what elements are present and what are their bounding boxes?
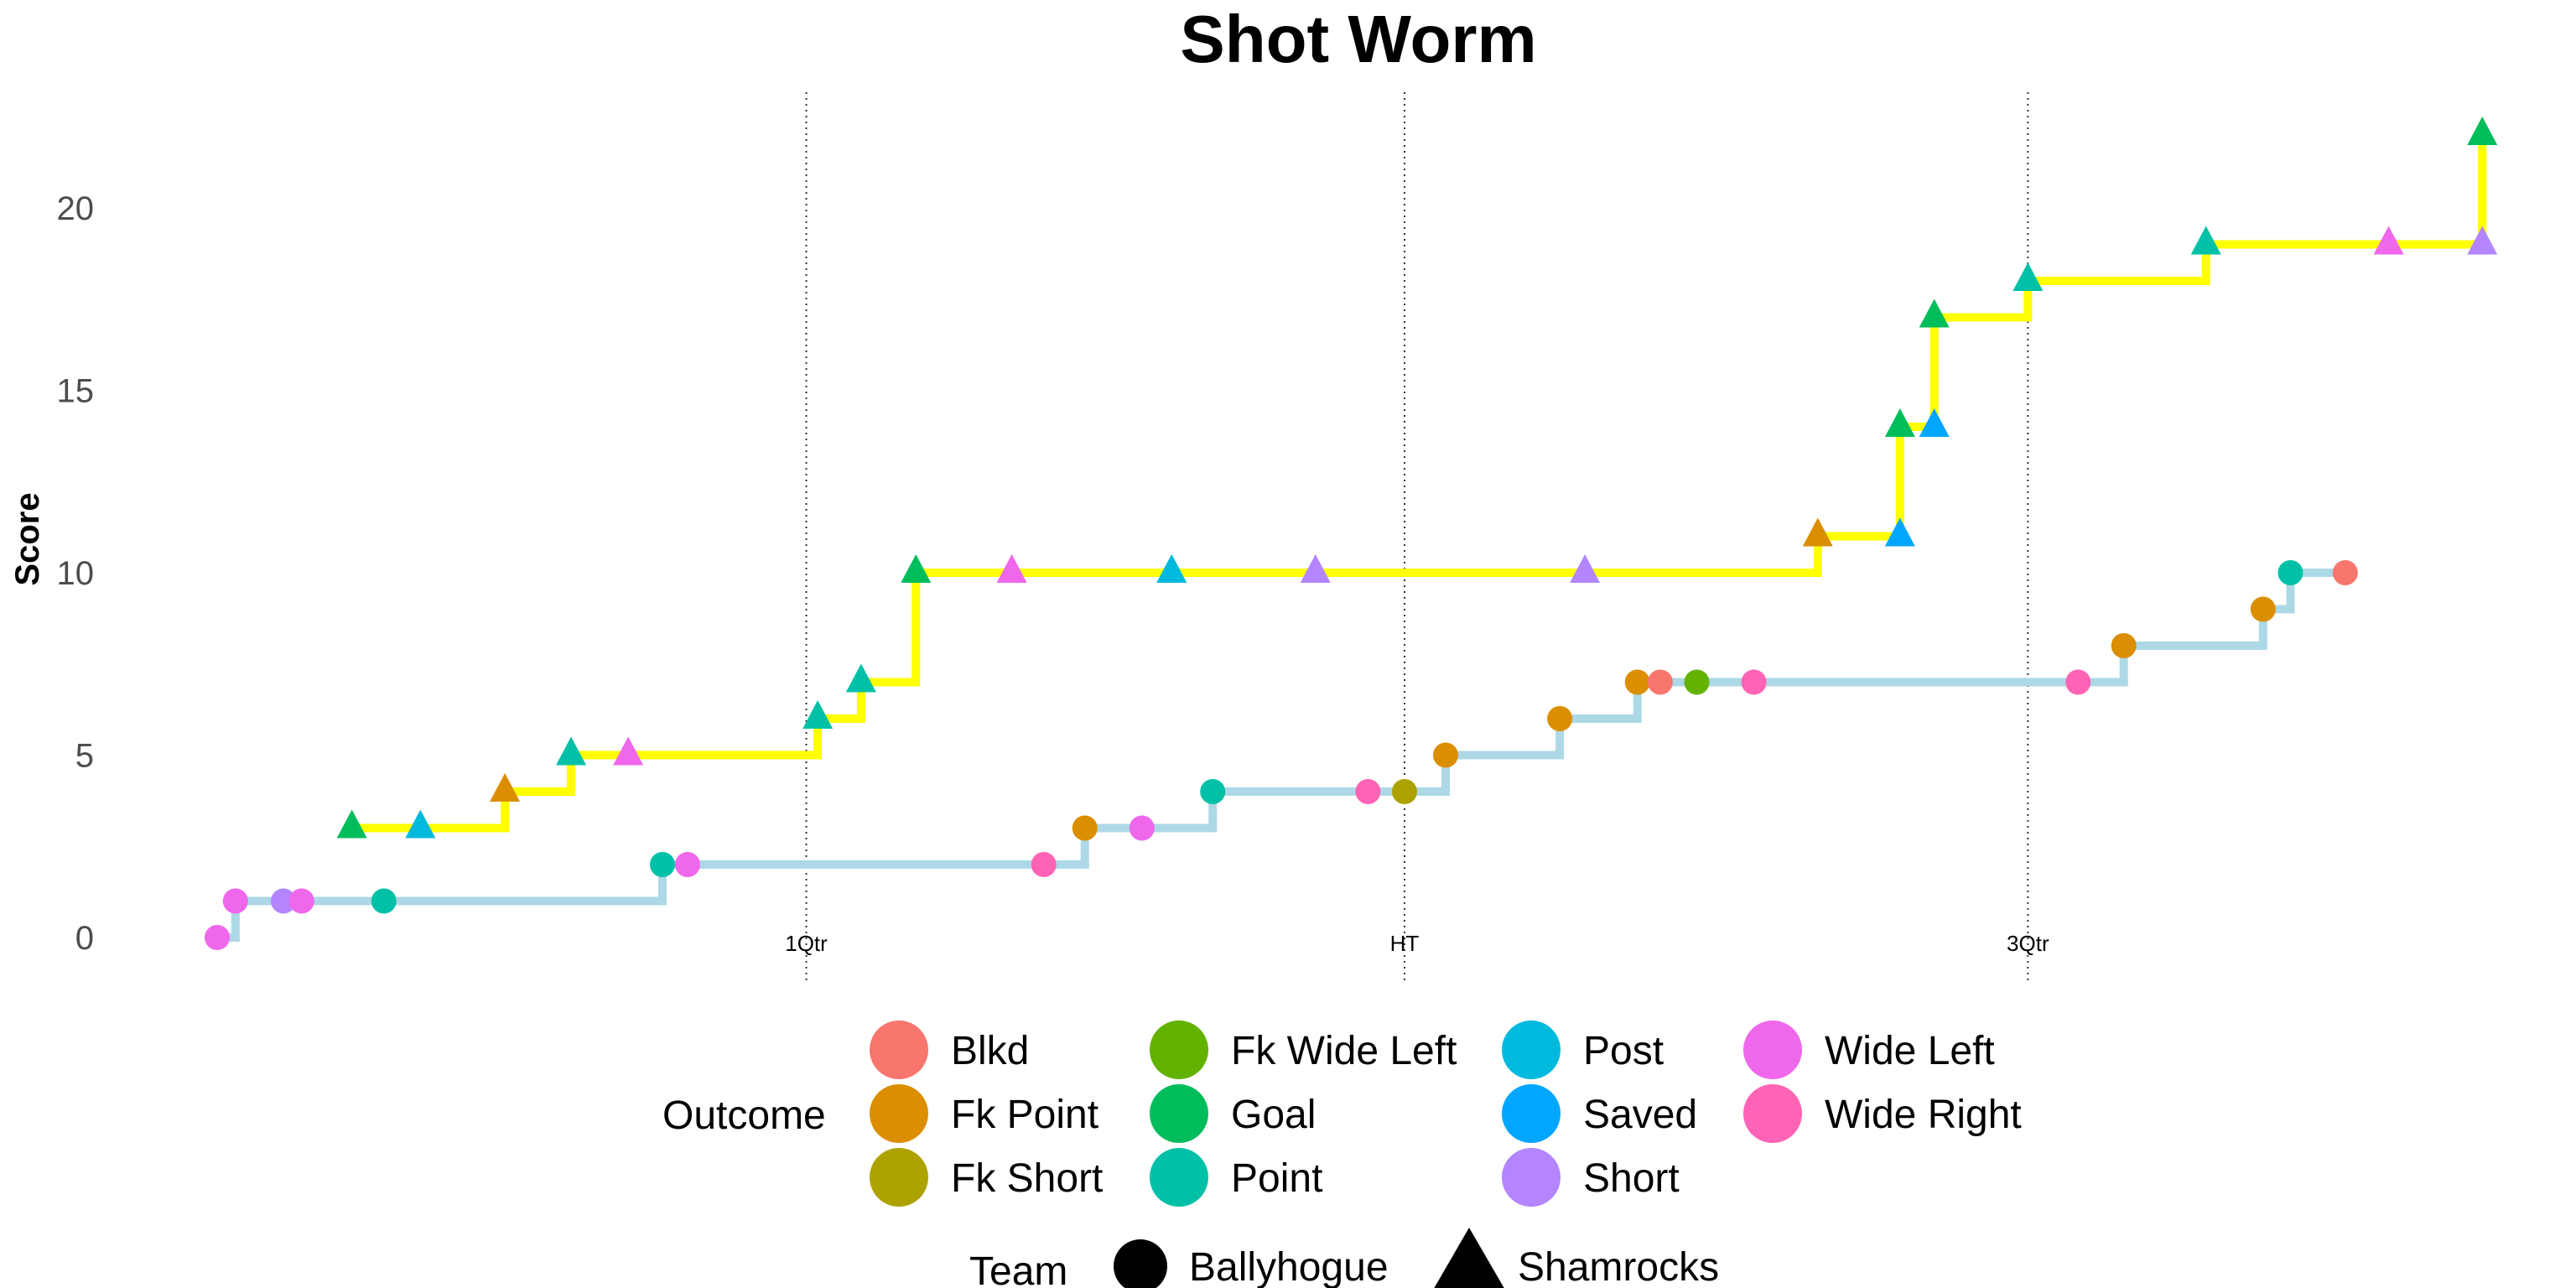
y-tick-label: 15: [57, 373, 95, 410]
legend-label-fk-short: Fk Short: [951, 1156, 1103, 1201]
shot-point-shamrocks-point: [2012, 262, 2044, 291]
period-marker-label: HT: [1390, 931, 1420, 956]
shot-point-shamrocks-point: [845, 663, 876, 693]
shot-point-ballyhogue-fk-point: [1072, 815, 1098, 841]
legend-team-label-shamrocks: Shamrocks: [1518, 1245, 1719, 1288]
score-line-ballyhogue: [217, 569, 2345, 942]
legend-label-short: Short: [1583, 1156, 1680, 1201]
shot-point-ballyhogue-fk-point: [2111, 633, 2137, 658]
shot-point-shamrocks-goal: [336, 809, 367, 839]
shot-point-ballyhogue-wide-left: [288, 888, 314, 914]
shot-point-ballyhogue-wide-left: [222, 888, 248, 914]
legend-label-fk-point: Fk Point: [951, 1093, 1098, 1137]
shot-point-ballyhogue-point: [649, 852, 675, 877]
shot-points: [205, 117, 2498, 950]
legend-swatch-fk-wide-left: [1150, 1021, 1208, 1079]
shot-point-ballyhogue-wide-left: [205, 925, 230, 950]
chart-title: Shot Worm: [1180, 2, 1536, 76]
legend-team-items: Ballyhogue Shamrocks: [1114, 1228, 1719, 1288]
legend-swatch-fk-short: [870, 1148, 928, 1207]
y-tick-label: 10: [57, 555, 95, 592]
y-tick-label: 20: [57, 190, 95, 227]
shot-point-ballyhogue-wide-right: [1355, 779, 1381, 804]
legend-team-title: Team: [969, 1249, 1067, 1288]
shot-point-shamrocks-goal: [901, 554, 932, 583]
shot-point-shamrocks-saved: [1919, 408, 1950, 437]
legend-label-point: Point: [1231, 1156, 1322, 1201]
legend-swatch-post: [1502, 1021, 1561, 1079]
period-marker-label: 1Qtr: [785, 931, 828, 956]
shot-point-ballyhogue-wide-right: [1031, 852, 1057, 877]
legend-swatch-short: [1502, 1148, 1561, 1207]
y-axis-ticks: 0 5 10 15 20: [57, 190, 95, 957]
legend-swatch-blkd: [870, 1021, 928, 1079]
legend-label-goal: Goal: [1231, 1093, 1316, 1137]
legend-outcome-items: Blkd Fk Point Fk Short Fk Wide Left Goal Poin…: [870, 1021, 2022, 1207]
shot-point-shamrocks-wide-left: [996, 554, 1027, 583]
shot-point-shamrocks-goal: [1884, 408, 1915, 437]
legend-team-triangle-icon: [1434, 1228, 1504, 1288]
legend-label-blkd: Blkd: [951, 1029, 1029, 1073]
shot-point-shamrocks-short: [2467, 226, 2498, 255]
shot-point-shamrocks-post: [1156, 554, 1187, 583]
shot-point-ballyhogue-fk-point: [1432, 742, 1458, 768]
period-markers: 1Qtr HT 3Qtr: [785, 92, 2049, 981]
shot-point-shamrocks-point: [556, 736, 587, 766]
shot-point-shamrocks-fk-point: [490, 773, 521, 802]
shot-point-ballyhogue-wide-right: [2065, 669, 2091, 695]
shot-point-ballyhogue-fk-short: [1391, 779, 1417, 804]
shot-point-ballyhogue-wide-right: [1741, 669, 1767, 695]
legend-label-wide-right: Wide Right: [1825, 1093, 2022, 1137]
legend-label-fk-wide-left: Fk Wide Left: [1231, 1029, 1457, 1073]
shot-point-ballyhogue-point: [2277, 560, 2303, 585]
shot-point-shamrocks-short: [1570, 554, 1601, 583]
legend-label-wide-left: Wide Left: [1825, 1029, 1995, 1073]
legend-label-post: Post: [1583, 1029, 1664, 1073]
legend-team-label-ballyhogue: Ballyhogue: [1189, 1245, 1389, 1288]
shot-point-ballyhogue-fk-point: [1547, 706, 1573, 731]
shot-point-ballyhogue-wide-left: [674, 852, 700, 877]
period-marker-label: 3Qtr: [2007, 931, 2049, 956]
shot-point-ballyhogue-point: [1200, 779, 1226, 804]
shot-point-shamrocks-post: [405, 809, 436, 839]
shot-point-shamrocks-goal: [1919, 299, 1950, 328]
score-lines: [217, 135, 2487, 942]
y-tick-label: 5: [75, 738, 94, 775]
legend-team-circle-icon: [1114, 1239, 1167, 1288]
shot-point-ballyhogue-blkd: [1647, 669, 1673, 695]
shot-point-ballyhogue-wide-left: [1129, 815, 1155, 841]
legend-swatch-goal: [1150, 1084, 1208, 1143]
shot-point-ballyhogue-blkd: [2332, 560, 2358, 585]
shot-point-shamrocks-point: [2190, 226, 2221, 255]
shot-point-shamrocks-fk-point: [1802, 517, 1833, 547]
shot-point-shamrocks-wide-left: [2373, 226, 2404, 255]
shot-point-ballyhogue-fk-point: [1624, 669, 1650, 695]
shot-point-ballyhogue-point: [371, 888, 397, 914]
shot-point-ballyhogue-fk-wide-left: [1684, 669, 1710, 695]
shot-point-shamrocks-goal: [2467, 117, 2498, 145]
legend-swatch-saved: [1502, 1084, 1561, 1143]
shot-point-shamrocks-saved: [1884, 517, 1915, 547]
shot-point-ballyhogue-fk-point: [2250, 596, 2276, 622]
shot-point-shamrocks-point: [802, 700, 834, 729]
shot-point-shamrocks-wide-left: [613, 736, 644, 766]
shot-point-shamrocks-short: [1300, 554, 1331, 583]
score-line-shamrocks: [351, 135, 2487, 833]
legend-swatch-fk-point: [870, 1084, 928, 1143]
legend-label-saved: Saved: [1583, 1093, 1697, 1137]
legend-swatch-wide-left: [1743, 1021, 1802, 1079]
legend-swatch-point: [1150, 1148, 1208, 1207]
legend-swatch-wide-right: [1743, 1084, 1802, 1143]
shot-point-ballyhogue-short: [270, 888, 296, 914]
legend: Outcome Blkd Fk Point Fk Short Fk Wide Left…: [662, 1021, 2022, 1288]
y-axis-label: Score: [9, 492, 46, 585]
y-tick-label: 0: [75, 920, 94, 957]
legend-outcome-title: Outcome: [662, 1093, 826, 1138]
